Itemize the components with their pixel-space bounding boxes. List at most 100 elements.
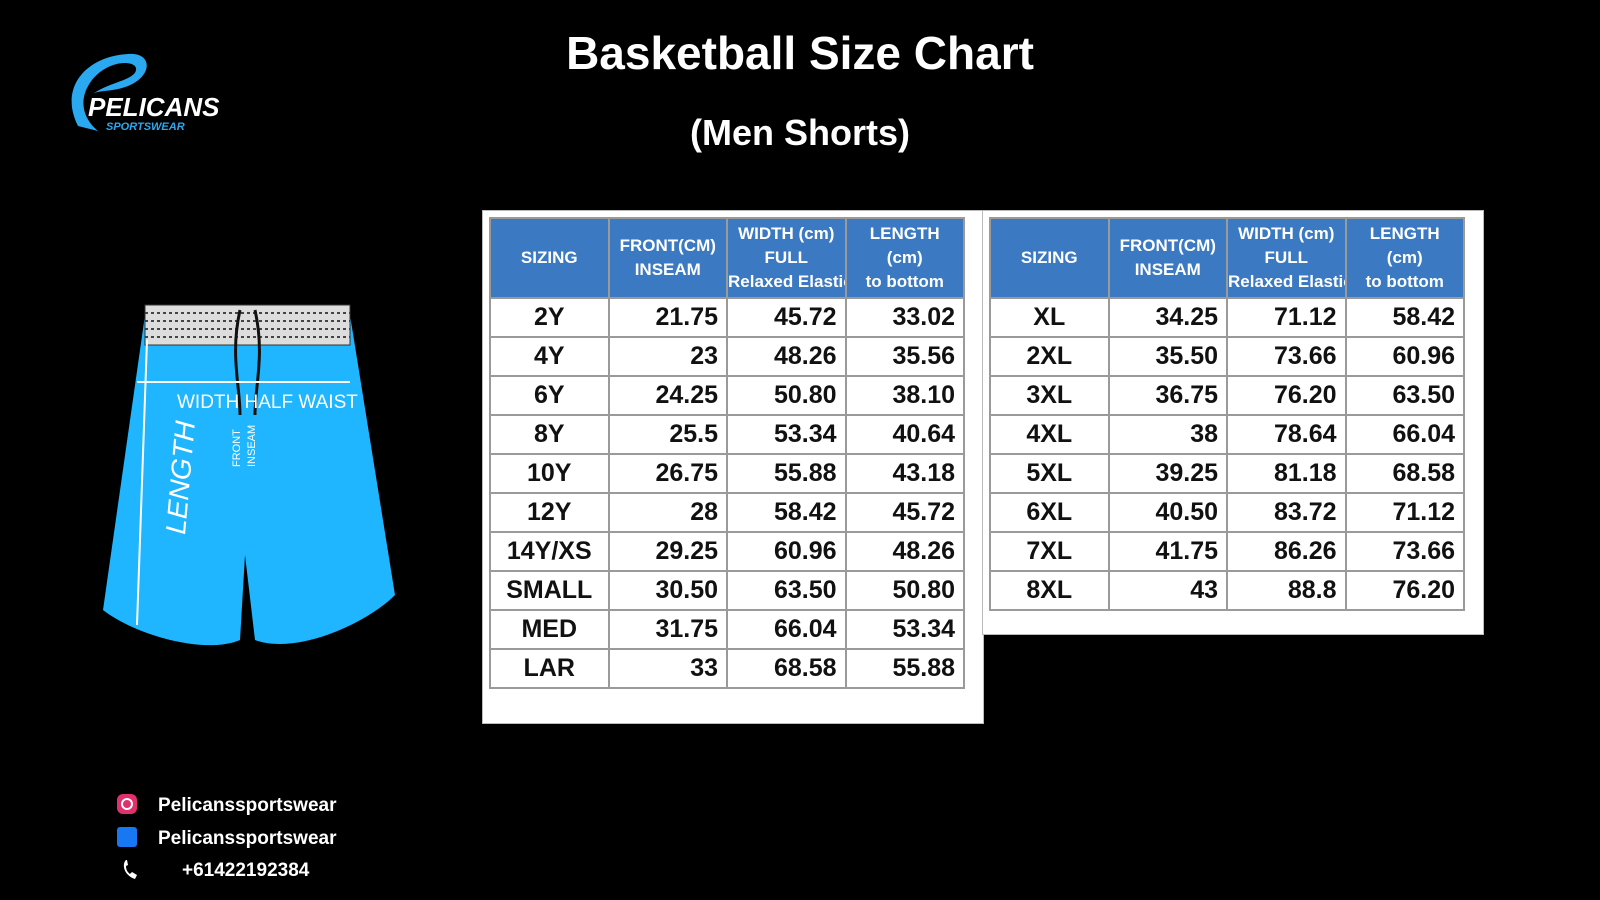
measure-cell: 36.75	[1107, 375, 1228, 416]
facebook-handle: Pelicanssportswear	[158, 828, 337, 849]
measure-cell: 39.25	[1107, 453, 1228, 494]
measure-cell: 45.72	[844, 492, 965, 533]
measure-cell: 66.04	[726, 609, 847, 650]
measure-cell: 76.20	[1344, 570, 1465, 611]
inseam-label: INSEAM	[246, 425, 258, 467]
size-cell: LAR	[489, 648, 610, 689]
subtitle: (Men Shorts)	[690, 112, 910, 153]
table-body: XL 34.25 71.12 58.42 2XL 35.50 73.66 60.96 3XL 36…	[989, 297, 1465, 611]
measure-cell: 33.02	[844, 297, 965, 338]
header-row: SIZING FRONT(CM) INSEAM WIDTH (cm) FULL Relax…	[489, 217, 965, 299]
size-cell: 6XL	[989, 492, 1110, 533]
measure-cell: 63.50	[1344, 375, 1465, 416]
measure-cell: 73.66	[1226, 336, 1347, 377]
measure-cell: 53.34	[726, 414, 847, 455]
logo-name: PELICANS	[88, 92, 220, 122]
measure-cell: 43.18	[844, 453, 965, 494]
contact-icons	[117, 794, 137, 879]
measure-cell: 83.72	[1226, 492, 1347, 533]
measure-cell: 23	[607, 336, 728, 377]
header-cell: FRONT(CM) INSEAM	[607, 217, 728, 299]
drawstring	[234, 309, 261, 416]
size-cell: 8XL	[989, 570, 1110, 611]
header-cell: SIZING	[989, 217, 1110, 299]
measure-cell: 30.50	[607, 570, 728, 611]
table-row: 3XL 36.75 76.20 63.50	[989, 375, 1465, 416]
table: SIZING FRONT(CM) INSEAM WIDTH (cm) FULL Relax…	[989, 217, 1465, 611]
size-cell: 14Y/XS	[489, 531, 610, 572]
header-line: FRONT(CM)	[619, 236, 716, 255]
measure-cell: 68.58	[726, 648, 847, 689]
measure-cell: 21.75	[607, 297, 728, 338]
header-line: FULL	[764, 248, 808, 267]
header-line: (cm)	[1386, 248, 1423, 267]
table-row: 12Y 28 58.42 45.72	[489, 492, 965, 533]
header-line: SIZING	[520, 248, 578, 267]
table-row: 6XL 40.50 83.72 71.12	[989, 492, 1465, 533]
measure-cell: 41.75	[1107, 531, 1228, 572]
size-cell: 3XL	[989, 375, 1110, 416]
header-line: FULL	[1264, 248, 1308, 267]
measure-cell: 48.26	[726, 336, 847, 377]
header-row: SIZING FRONT(CM) INSEAM WIDTH (cm) FULL Relax…	[989, 217, 1465, 299]
table-body: 2Y 21.75 45.72 33.02 4Y 23 48.26 35.56 6Y 24.25 50…	[489, 297, 965, 689]
measure-cell: 88.8	[1226, 570, 1347, 611]
waistband	[144, 304, 351, 346]
measure-cell: 50.80	[844, 570, 965, 611]
measure-cell: 40.64	[844, 414, 965, 455]
size-cell: 6Y	[489, 375, 610, 416]
header-cell: FRONT(CM) INSEAM	[1107, 217, 1228, 299]
header-line: INSEAM	[634, 260, 701, 279]
table-row: 8XL 43 88.8 76.20	[989, 570, 1465, 611]
header-cell: LENGTH (cm) to bottom	[844, 217, 965, 299]
instagram-icon	[117, 794, 137, 814]
inseam-label: FRONT	[231, 429, 243, 467]
size-cell: XL	[989, 297, 1110, 338]
table: SIZING FRONT(CM) INSEAM WIDTH (cm) FULL Relax…	[489, 217, 965, 689]
measure-cell: 73.66	[1344, 531, 1465, 572]
header-line: Relaxed Elastic	[1228, 272, 1346, 291]
shorts-body	[103, 315, 395, 646]
measure-cell: 31.75	[607, 609, 728, 650]
size-cell: 7XL	[989, 531, 1110, 572]
header-line: INSEAM	[1134, 260, 1201, 279]
measure-cell: 76.20	[1226, 375, 1347, 416]
measure-cell: 63.50	[726, 570, 847, 611]
measure-cell: 50.80	[726, 375, 847, 416]
measure-cell: 45.72	[726, 297, 847, 338]
size-cell: 12Y	[489, 492, 610, 533]
header-line: (cm)	[886, 248, 923, 267]
instagram-icon-lens	[121, 798, 133, 810]
logo: PELICANS SPORTSWEAR	[71, 53, 220, 133]
size-cell: 4XL	[989, 414, 1110, 455]
table-row: 6Y 24.25 50.80 38.10	[489, 375, 965, 416]
table-row: XL 34.25 71.12 58.42	[989, 297, 1465, 338]
measure-cell: 60.96	[726, 531, 847, 572]
measure-cell: 40.50	[1107, 492, 1228, 533]
size-cell: MED	[489, 609, 610, 650]
size-cell: 5XL	[989, 453, 1110, 494]
size-cell: 4Y	[489, 336, 610, 377]
measure-cell: 58.42	[1344, 297, 1465, 338]
length-arrow	[136, 339, 148, 626]
measure-cell: 28	[607, 492, 728, 533]
instagram-handle: Pelicanssportswear	[158, 795, 337, 816]
size-table: SIZING FRONT(CM) INSEAM WIDTH (cm) FULL Relax…	[982, 210, 1484, 635]
header-line: to bottom	[1365, 272, 1444, 291]
logo-swoosh	[71, 53, 147, 131]
header-cell: LENGTH (cm) to bottom	[1344, 217, 1465, 299]
header-cell: SIZING	[489, 217, 610, 299]
table-row: 4XL 38 78.64 66.04	[989, 414, 1465, 455]
measure-cell: 81.18	[1226, 453, 1347, 494]
measure-cell: 78.64	[1226, 414, 1347, 455]
size-cell: 10Y	[489, 453, 610, 494]
measure-cell: 86.26	[1226, 531, 1347, 572]
size-cell: 8Y	[489, 414, 610, 455]
table-head: SIZING FRONT(CM) INSEAM WIDTH (cm) FULL Relax…	[989, 217, 1465, 299]
size-table: SIZING FRONT(CM) INSEAM WIDTH (cm) FULL Relax…	[482, 210, 984, 724]
measure-cell: 35.56	[844, 336, 965, 377]
measure-cell: 33	[607, 648, 728, 689]
